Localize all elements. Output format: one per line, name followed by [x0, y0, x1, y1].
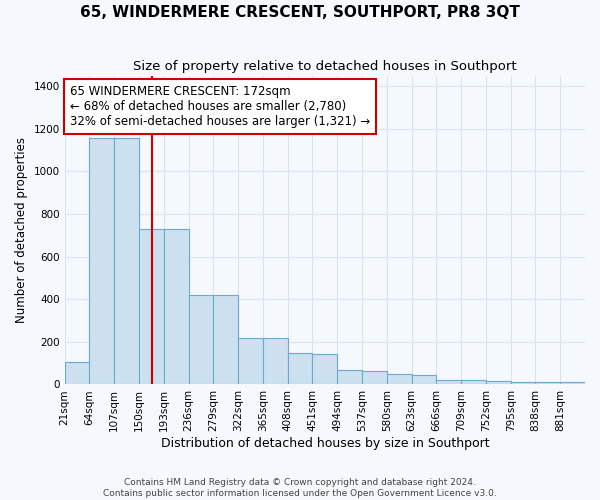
Bar: [139, 229, 164, 384]
Bar: [164, 229, 188, 384]
Bar: [263, 338, 287, 384]
Bar: [238, 338, 263, 384]
Bar: [535, 382, 560, 384]
Y-axis label: Number of detached properties: Number of detached properties: [15, 137, 28, 323]
Bar: [89, 138, 114, 384]
Bar: [412, 375, 436, 384]
Bar: [362, 370, 387, 384]
Bar: [188, 295, 214, 384]
Bar: [214, 295, 238, 384]
Bar: [337, 370, 362, 384]
Text: 65 WINDERMERE CRESCENT: 172sqm
← 68% of detached houses are smaller (2,780)
32% : 65 WINDERMERE CRESCENT: 172sqm ← 68% of …: [70, 85, 370, 128]
Bar: [486, 382, 511, 384]
Bar: [560, 382, 585, 384]
Text: 65, WINDERMERE CRESCENT, SOUTHPORT, PR8 3QT: 65, WINDERMERE CRESCENT, SOUTHPORT, PR8 …: [80, 5, 520, 20]
Bar: [387, 374, 412, 384]
Bar: [313, 354, 337, 384]
Bar: [114, 138, 139, 384]
Title: Size of property relative to detached houses in Southport: Size of property relative to detached ho…: [133, 60, 517, 73]
Bar: [461, 380, 486, 384]
Bar: [511, 382, 535, 384]
Bar: [65, 362, 89, 384]
X-axis label: Distribution of detached houses by size in Southport: Distribution of detached houses by size …: [161, 437, 489, 450]
Text: Contains HM Land Registry data © Crown copyright and database right 2024.
Contai: Contains HM Land Registry data © Crown c…: [103, 478, 497, 498]
Bar: [287, 352, 313, 384]
Bar: [436, 380, 461, 384]
